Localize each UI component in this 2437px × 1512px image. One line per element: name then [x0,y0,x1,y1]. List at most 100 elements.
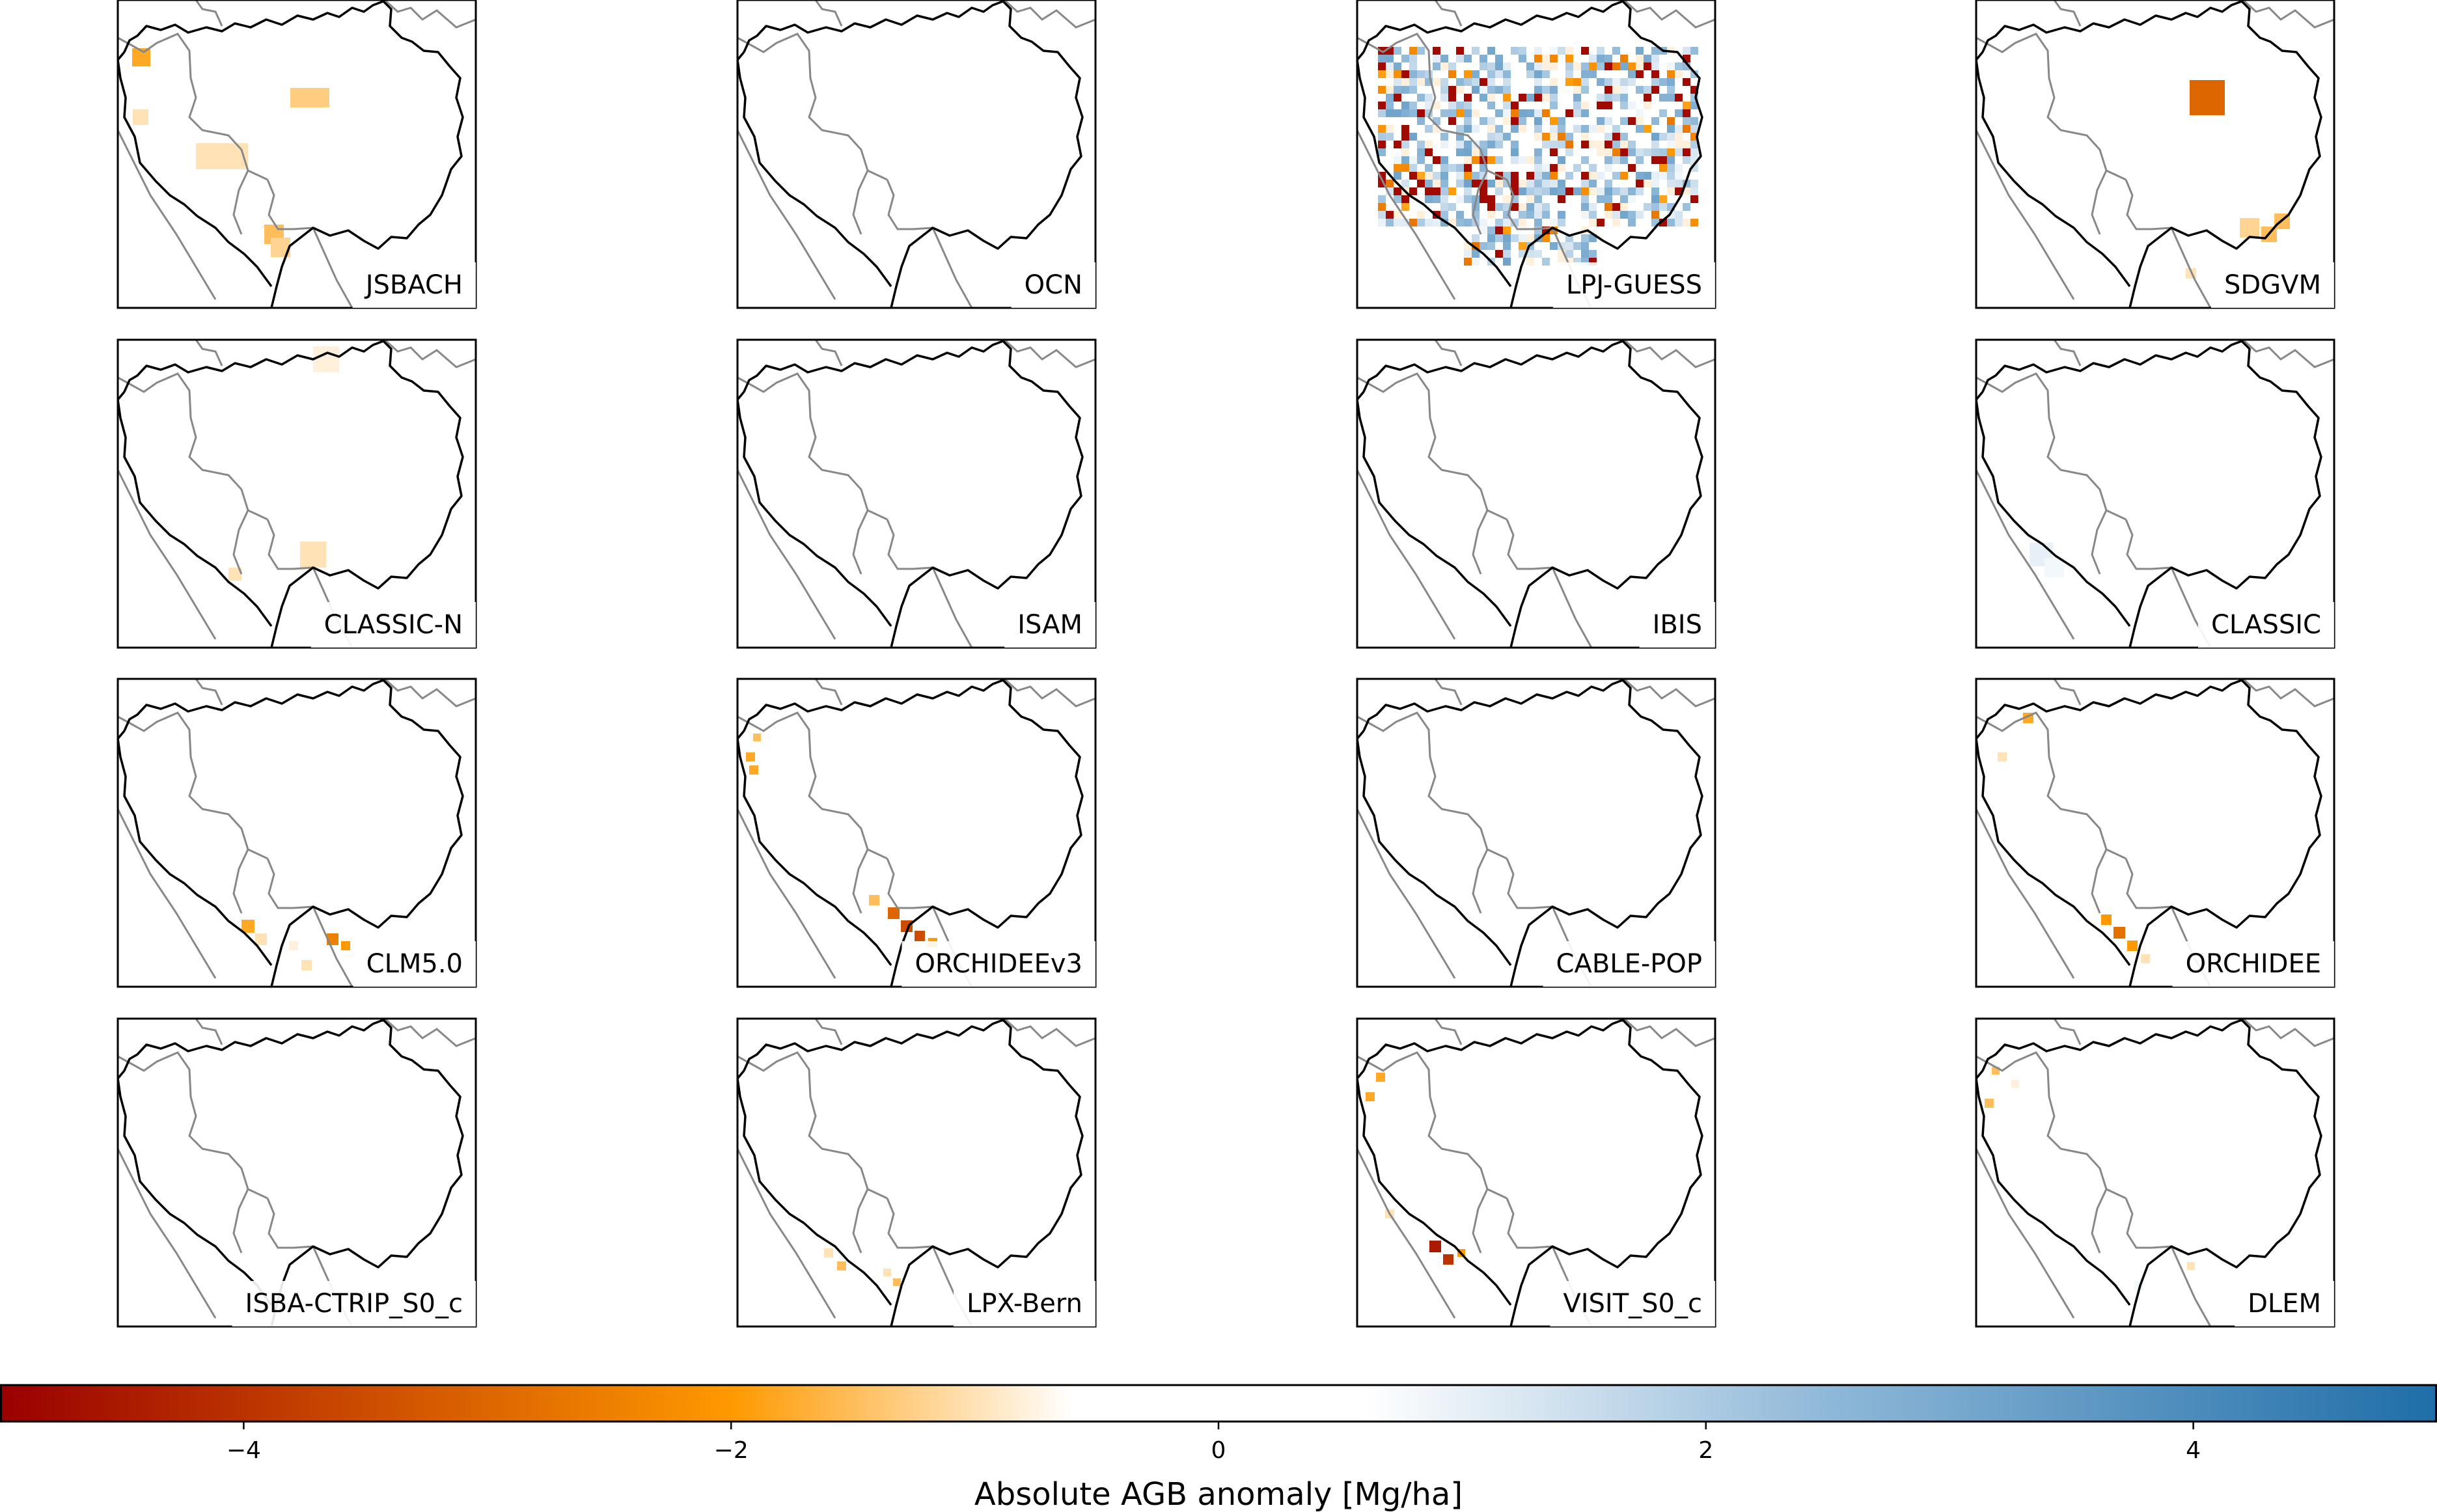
country-border [1003,1019,1095,1047]
anomaly-cell [1440,86,1448,94]
basin-outline [118,0,464,308]
anomaly-cell [1534,125,1542,133]
anomaly-cell [1604,164,1612,172]
anomaly-cell [1558,125,1565,133]
anomaly-cell [1394,156,1401,164]
country-border [886,179,933,230]
anomaly-cell [1604,102,1612,109]
anomaly-cell [1604,180,1612,187]
anomaly-cell [1394,195,1401,203]
anomaly-cell [1386,62,1394,70]
country-border [886,519,933,570]
anomaly-cell [1401,102,1409,109]
anomaly-cell [1604,156,1612,164]
anomaly-cell [1378,195,1386,203]
country-border [852,849,869,914]
anomaly-cell [1440,211,1448,219]
anomaly-cell [342,62,362,81]
anomaly-cell [1589,172,1597,180]
anomaly-cell [1480,78,1487,86]
anomaly-cell [1511,172,1519,180]
anomaly-cell [1495,55,1503,62]
anomaly-cell [1433,195,1440,203]
anomaly-cell [1519,211,1526,219]
anomaly-cell [1425,148,1433,156]
anomaly-cell [1667,94,1675,102]
map-panel-classic-n: CLASSIC-N [117,338,477,649]
panel-label-box [2197,602,2334,648]
anomaly-cell [1534,55,1542,62]
anomaly-cell [1495,234,1503,242]
anomaly-cell [1519,117,1526,125]
anomaly-cells [241,920,350,970]
basin-outline [1357,1019,1703,1326]
anomaly-cell [1503,62,1511,70]
country-border [1357,33,1508,181]
anomaly-cell [1628,219,1636,227]
anomaly-cell [1480,86,1487,94]
country-border [737,1148,836,1319]
anomaly-cell [1378,109,1386,117]
anomaly-cell [1604,148,1612,156]
anomaly-cell [1409,62,1417,70]
anomaly-cell [1480,187,1487,195]
anomaly-cell [1542,180,1550,187]
anomaly-cell [915,931,925,941]
anomaly-cell [1612,172,1620,180]
country-border [1623,679,1715,708]
anomaly-cell [1472,148,1480,156]
country-border [118,1051,268,1200]
map-background [1976,340,2334,648]
anomaly-cell [1550,133,1558,141]
panel-frame [1975,1017,2335,1328]
anomaly-cell [1534,180,1542,187]
anomaly-cell [1550,187,1558,195]
panel-label: LPX-Bern [967,1289,1082,1319]
country-border [2053,679,2082,706]
anomaly-cell [1667,180,1675,187]
anomaly-cell [1620,55,1628,62]
panel-label-box [353,941,476,987]
anomaly-cell [1472,47,1480,55]
anomaly-cell [1597,102,1604,109]
anomaly-cell [1651,55,1659,62]
panel-label: CLASSIC-N [324,610,463,640]
anomaly-cell [1511,156,1519,164]
anomaly-cell [1550,94,1558,102]
anomaly-cell [1589,70,1597,78]
colorbar: −4 −2 0 2 4 Absolute AGB anomaly [Mg/ha] [0,1384,2437,1512]
anomaly-cell [1511,180,1519,187]
anomaly-cells [824,1248,901,1286]
anomaly-cell [1565,250,1573,258]
anomaly-cell [1417,148,1425,156]
anomaly-cell [1425,102,1433,109]
anomaly-cell [1604,78,1612,86]
anomaly-cell [1589,141,1597,148]
anomaly-cell [1472,234,1480,242]
panel-label-box [1011,262,1095,308]
anomaly-cell [1487,242,1495,250]
anomaly-cell [1409,219,1417,227]
anomaly-cell [1604,133,1612,141]
anomaly-cell [1409,47,1417,55]
anomaly-cell [1636,172,1644,180]
anomaly-cell [1651,156,1659,164]
anomaly-cell [1401,195,1409,203]
anomaly-cell [1480,242,1487,250]
panel-label-box [1550,1281,1715,1326]
anomaly-cell [1487,180,1495,187]
basin-outline [118,340,464,648]
anomaly-cell [1581,125,1589,133]
country-border [2091,849,2108,914]
anomaly-cell [1542,172,1550,180]
anomaly-cell [1690,195,1698,203]
anomaly-cell [1464,55,1472,62]
anomaly-cell [1690,102,1698,109]
anomaly-cell [1464,125,1472,133]
panel-frame [736,1017,1097,1328]
anomaly-cell [851,23,884,55]
country-border [886,858,933,909]
anomaly-cell [1675,125,1683,133]
panel-frame [736,338,1097,649]
anomaly-cell [1636,47,1644,55]
